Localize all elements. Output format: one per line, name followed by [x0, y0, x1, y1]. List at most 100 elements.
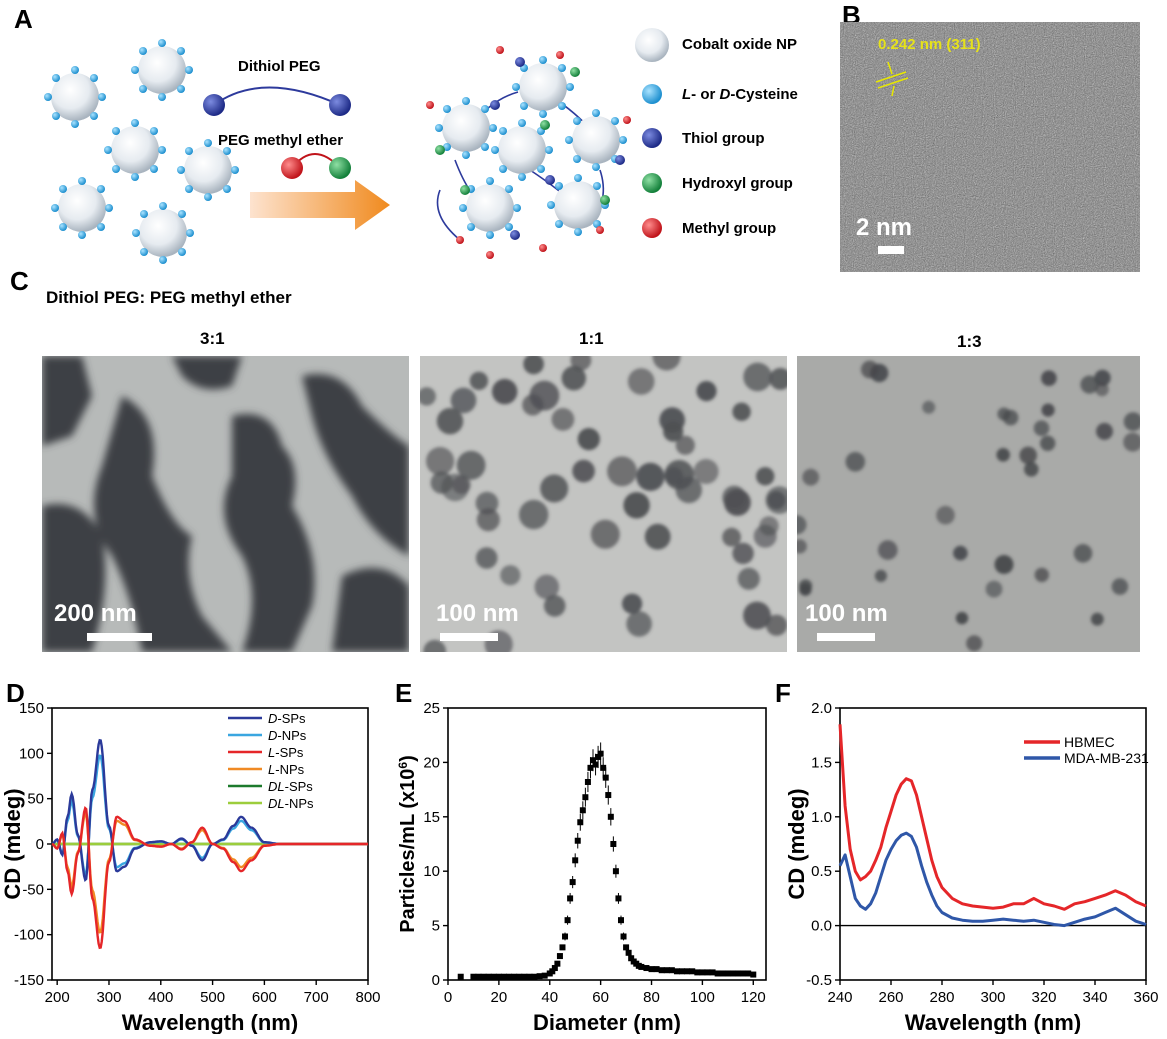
data-point [615, 895, 622, 902]
legend-entry: D-SPs [268, 711, 306, 726]
data-point [584, 778, 591, 785]
data-point [668, 967, 675, 974]
x-tick-label: 240 [827, 989, 852, 1006]
data-point [506, 973, 513, 980]
legend-entry: MDA-MB-231 [1064, 750, 1149, 766]
panel-letter-b: B [842, 0, 861, 30]
y-tick-label: 1.0 [811, 809, 832, 826]
data-point [605, 792, 612, 799]
peg-methyl-ether-label: PEG methyl ether [218, 132, 344, 149]
data-point [579, 807, 586, 814]
dithiol-peg-label: Dithiol PEG [238, 58, 321, 75]
data-point [587, 764, 594, 771]
y-tick-label: 150 [19, 700, 44, 717]
data-point [607, 813, 614, 820]
data-point [495, 973, 502, 980]
data-point [470, 973, 477, 980]
data-point [709, 969, 716, 976]
data-point [628, 955, 635, 962]
x-tick-label: 320 [1031, 989, 1056, 1006]
data-point [554, 960, 561, 967]
data-point [582, 794, 589, 801]
panel-letter-d: D [6, 678, 25, 708]
data-point [610, 841, 617, 847]
data-point [577, 819, 584, 826]
data-point [745, 970, 752, 977]
panel-letter-a: A [14, 4, 33, 34]
data-point [549, 968, 556, 975]
data-point [735, 970, 742, 977]
data-point [597, 750, 604, 757]
y-tick-label: 5 [432, 918, 440, 935]
data-point [457, 973, 464, 980]
hrtem-image: 0.242 nm (311) 2 nm [840, 22, 1140, 272]
data-point [625, 949, 632, 956]
tem-image-1to1: 100 nm [420, 356, 787, 652]
tem-scale-3: 100 nm [805, 600, 888, 627]
data-point [556, 953, 563, 960]
x-axis-label: Diameter (nm) [533, 1010, 681, 1034]
data-point [551, 965, 558, 972]
data-point [592, 761, 599, 768]
data-point [612, 868, 619, 875]
legend-entry: L-NPs [268, 762, 305, 777]
data-point [663, 967, 670, 974]
legend-entry: DL-SPs [268, 779, 313, 794]
x-tick-label: 120 [741, 989, 766, 1006]
panel-letter-c: C [10, 266, 29, 296]
data-point [617, 917, 624, 924]
data-point [600, 764, 607, 771]
data-point [536, 973, 543, 980]
y-tick-label: 2.0 [811, 700, 832, 717]
data-point [648, 966, 655, 973]
x-tick-label: 340 [1082, 989, 1107, 1006]
y-tick-label: -150 [14, 972, 44, 989]
data-point [500, 973, 507, 980]
x-tick-label: 280 [929, 989, 954, 1006]
x-tick-label: 300 [980, 989, 1005, 1006]
y-tick-label: 100 [19, 745, 44, 762]
tem-image-1to3: 100 nm [797, 356, 1140, 652]
y-tick-label: 25 [423, 700, 440, 717]
panel-letter-e: E [395, 678, 413, 708]
legend-entry: DL-NPs [268, 796, 314, 811]
data-point [564, 917, 571, 924]
x-tick-label: 60 [592, 989, 609, 1006]
chart-cd-cells: 240 260 280 300 320 340 360 -0.5 0.0 0.5 1.0 1.5 2.0… [778, 690, 1167, 1035]
y-tick-label: -100 [14, 927, 44, 944]
legend-cobalt: Cobalt oxide NP [682, 36, 798, 53]
tem-ratio-3: 1:3 [957, 332, 982, 351]
legend-hydroxyl: Hydroxyl group [682, 175, 793, 192]
data-point [689, 968, 696, 975]
data-point [562, 933, 569, 940]
data-point [521, 973, 528, 980]
data-point [750, 971, 757, 978]
data-point [574, 837, 581, 844]
data-point [559, 944, 566, 951]
y-tick-label: 15 [423, 809, 440, 826]
data-point [567, 895, 574, 902]
data-point [740, 970, 747, 977]
y-axis-label: CD (mdeg) [0, 788, 25, 899]
data-point [595, 753, 602, 760]
y-tick-label: -0.5 [806, 972, 832, 989]
legend-cysteine: L- or D-Cysteine [682, 86, 798, 103]
tem-heading: Dithiol PEG: PEG methyl ether [46, 288, 292, 307]
data-point [699, 969, 706, 976]
y-tick-label: 0 [36, 836, 44, 853]
data-point [729, 970, 736, 977]
x-tick-label: 600 [252, 989, 277, 1006]
x-tick-label: 260 [878, 989, 903, 1006]
data-point [638, 963, 645, 970]
data-point [694, 969, 701, 976]
legend-entry: HBMEC [1064, 734, 1115, 750]
schematic-scene [44, 37, 640, 264]
x-tick-label: 40 [541, 989, 558, 1006]
data-point [531, 973, 538, 980]
series-line [51, 811, 368, 934]
data-point [704, 969, 711, 976]
x-tick-label: 700 [304, 989, 329, 1006]
data-point [475, 973, 482, 980]
data-point [620, 933, 627, 940]
data-point [602, 774, 609, 781]
